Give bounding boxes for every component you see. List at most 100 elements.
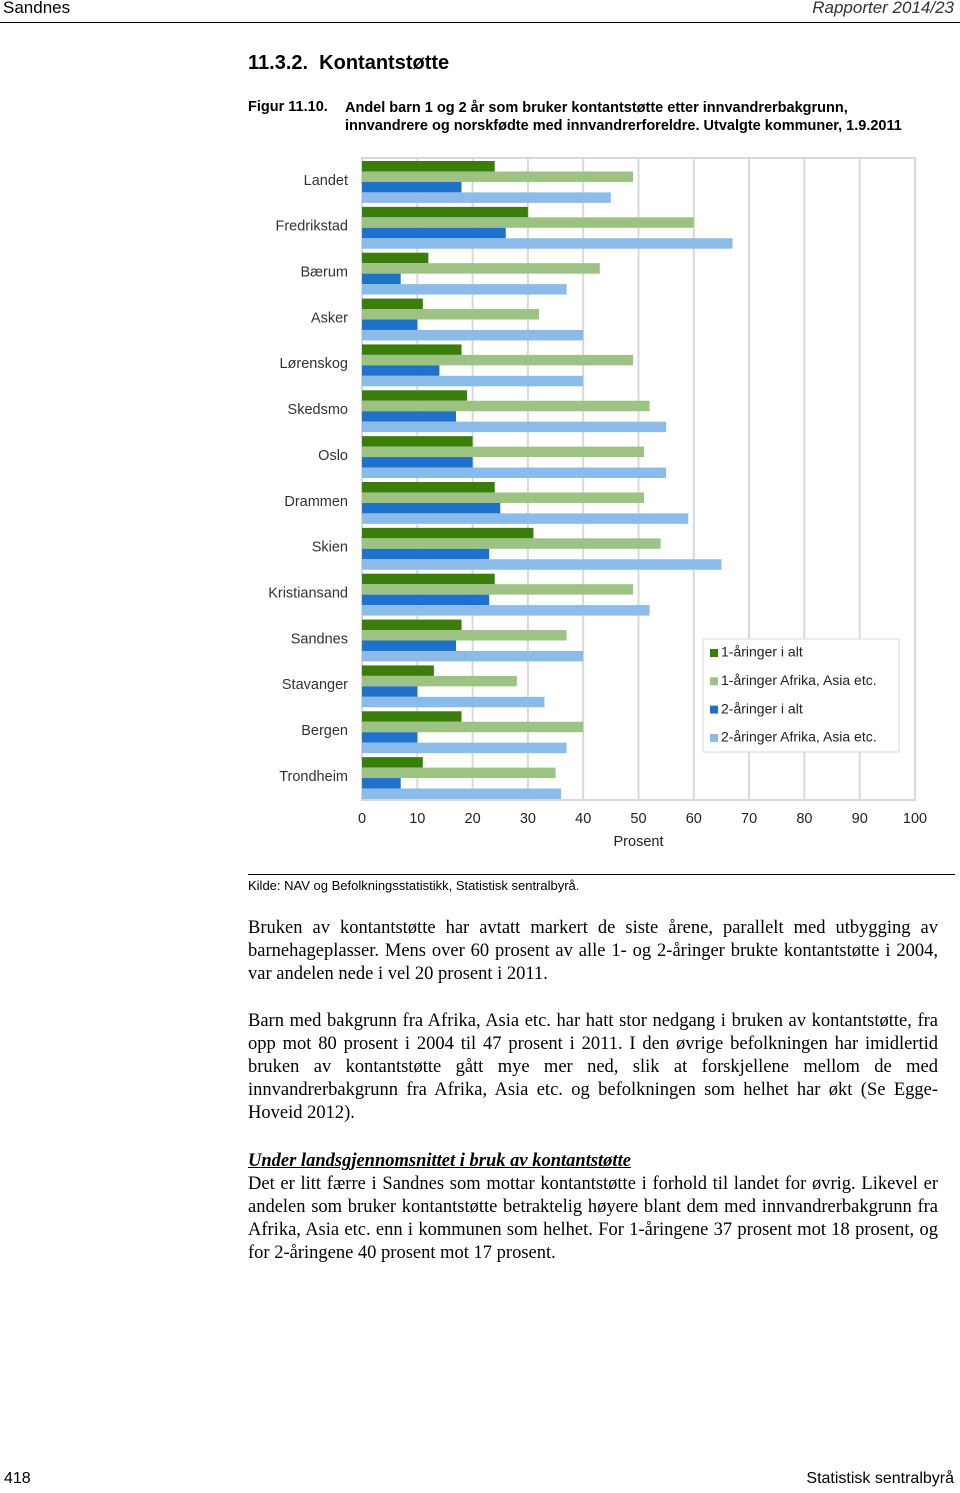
bar [362,675,517,687]
x-tick-label: 0 [358,811,366,827]
bar [362,181,462,193]
legend-swatch [710,705,718,714]
bar [362,467,667,478]
bar [362,513,689,524]
bar [362,421,667,433]
bar [362,538,661,549]
bar [362,665,434,676]
bar [362,721,584,733]
x-tick-label: 80 [796,811,812,827]
bar [362,573,495,585]
bar [362,696,545,708]
bar [362,273,401,285]
publisher: Statistisk sentralbyrå [806,1470,954,1487]
bar [362,757,423,768]
page-number: 418 [4,1470,31,1487]
figure-label: Figur 11.10. [248,99,328,115]
x-axis-title: Prosent [614,834,664,850]
legend-label: 2-åringer Afrika, Asia etc. [721,729,877,745]
bar [362,619,462,631]
bar [362,548,490,560]
paragraph: Det er litt færre i Sandnes som mottar k… [248,1174,938,1263]
x-tick-label: 60 [686,811,702,827]
y-tick-label: Fredrikstad [275,219,348,235]
bar [362,584,633,595]
bar [362,344,462,355]
bar [362,492,645,503]
y-tick-label: Kristiansand [268,585,348,601]
bar [362,329,584,341]
x-tick-label: 100 [903,811,927,827]
bar [362,559,722,570]
legend-swatch [710,733,718,742]
paragraph: Barn med bakgrunn fra Afrika, Asia etc. … [248,1011,938,1123]
bar [362,502,501,514]
chart: 0 10 20 30 40 50 60 70 80 90 100 Prosent Landet Fredr… [268,157,927,850]
x-tick-label: 20 [465,811,481,827]
bar [362,171,633,182]
y-tick-label: Oslo [318,448,348,464]
bar [362,319,418,330]
legend-label: 2-åringer i alt [721,700,803,716]
bar [362,161,495,172]
legend-label: 1-åringer i alt [721,644,803,660]
bar [362,390,468,401]
subheading: Under landsgjennomsnittet i bruk av kont… [248,1151,631,1171]
y-tick-label: Trondheim [279,769,348,785]
bar [362,217,694,228]
y-tick-label: Lørenskog [279,356,348,372]
y-tick-label: Drammen [284,494,348,510]
bar [362,788,562,799]
bar [362,605,650,616]
legend-label: 1-åringer Afrika, Asia etc. [721,672,877,688]
legend-swatch [710,677,718,686]
bar [362,732,418,743]
bar [362,309,539,320]
y-tick-label: Bergen [301,723,348,739]
bar [362,298,423,310]
paragraph: Bruken av kontantstøtte har avtatt marke… [248,918,938,984]
source: Kilde: NAV og Befolkningsstatistikk, Sta… [248,878,580,893]
bar [362,630,567,641]
bar [362,400,650,412]
bar [362,742,567,754]
bar [362,778,401,789]
bar [362,767,556,779]
bar [362,686,418,697]
bar [362,192,611,203]
y-tick-label: Stavanger [282,677,348,693]
bar [362,354,633,366]
y-tick-label: Bærum [300,264,348,280]
section-title: 11.3.2. Kontantstøtte [248,52,450,74]
header-left: Sandnes [3,0,71,17]
x-tick-label: 90 [852,811,868,827]
bar [362,227,506,239]
bar [362,284,567,295]
x-tick-label: 50 [630,811,646,827]
y-tick-label: Skedsmo [288,402,348,418]
bar [362,365,440,376]
bar [362,252,429,264]
bar [362,482,495,493]
bar [362,457,473,468]
legend-box [702,638,900,753]
bar [362,594,490,606]
legend-swatch [710,649,718,657]
bar [362,436,473,447]
source-rule [248,874,955,875]
y-tick-label: Asker [311,310,348,326]
header-rule [0,22,960,23]
x-tick-label: 40 [575,811,591,827]
x-tick-label: 10 [409,811,425,827]
bar [362,263,600,274]
figure-title: Andel barn 1 og 2 år som bruker kontants… [345,100,902,134]
bar [362,711,462,722]
bar [362,527,534,539]
x-tick-label: 70 [741,811,757,827]
x-tick-label: 30 [520,811,536,827]
bar [362,206,528,218]
bar [362,238,733,249]
bar [362,411,457,422]
bar [362,650,584,662]
